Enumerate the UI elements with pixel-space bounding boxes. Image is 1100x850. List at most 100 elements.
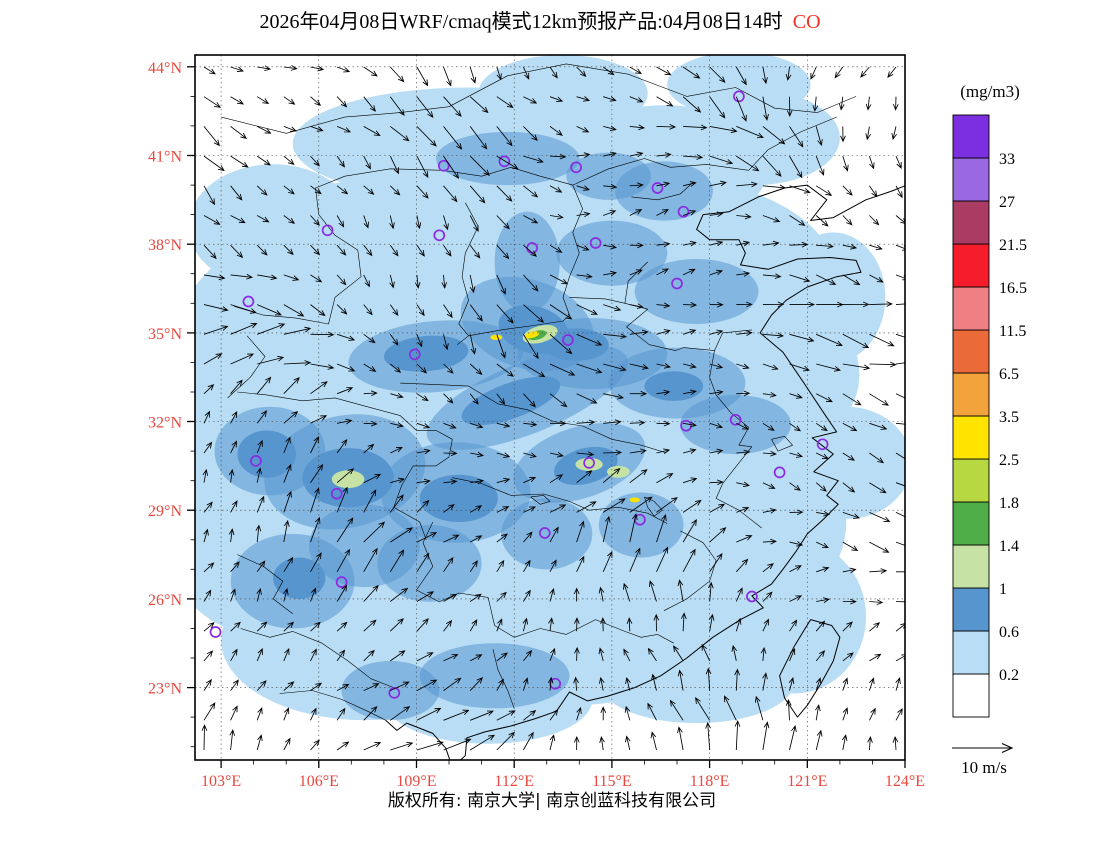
wind-vector bbox=[656, 329, 671, 335]
wind-vector bbox=[336, 439, 348, 454]
wind-vector bbox=[815, 215, 829, 227]
wind-vector bbox=[895, 244, 905, 251]
wind-vector bbox=[310, 274, 323, 283]
station-marker bbox=[816, 438, 829, 451]
wind-vector bbox=[860, 66, 870, 78]
wind-vector bbox=[603, 243, 618, 250]
wind-vector bbox=[389, 155, 399, 175]
wind-vector bbox=[283, 647, 290, 662]
wind-vector bbox=[709, 125, 738, 134]
wind-vector bbox=[842, 363, 871, 371]
wind-vector bbox=[892, 735, 899, 751]
wind-vector bbox=[895, 362, 905, 365]
wind-vector bbox=[230, 679, 239, 691]
wind-vector bbox=[549, 504, 567, 513]
coastline bbox=[385, 184, 905, 760]
wind-vector bbox=[709, 503, 726, 513]
wind-vector bbox=[895, 482, 905, 487]
wind-vector bbox=[842, 621, 853, 632]
colorbar-label: 2.5 bbox=[999, 452, 1019, 469]
station-marker bbox=[242, 295, 255, 308]
wind-vector bbox=[203, 244, 217, 260]
contour-region bbox=[615, 161, 713, 221]
wind-vector bbox=[469, 66, 477, 84]
wind-vector bbox=[523, 155, 544, 164]
contour-region bbox=[419, 643, 570, 709]
wind-vector bbox=[868, 677, 875, 691]
wind-vector bbox=[629, 124, 646, 131]
wind-vector bbox=[816, 452, 829, 460]
station-marker bbox=[408, 348, 421, 361]
wind-vector bbox=[683, 124, 708, 131]
colorbar-units-label: (mg/m3) bbox=[960, 82, 1020, 101]
wind-vector bbox=[496, 452, 511, 458]
wind-vector bbox=[443, 593, 458, 602]
station-marker bbox=[250, 455, 262, 467]
wind-vector bbox=[892, 96, 899, 111]
wind-vector bbox=[310, 516, 321, 543]
wind-vector bbox=[789, 724, 797, 751]
wind-vector bbox=[283, 155, 295, 166]
wind-vector bbox=[656, 66, 672, 76]
wind-vector bbox=[734, 720, 741, 751]
wind-vector bbox=[629, 269, 643, 276]
wind-vector bbox=[496, 126, 513, 147]
wind-vector bbox=[389, 334, 399, 346]
wind-vector bbox=[549, 153, 567, 160]
wind-vector bbox=[469, 244, 481, 259]
wind-vector bbox=[869, 215, 880, 226]
wind-vector bbox=[523, 274, 539, 292]
wind-vector bbox=[336, 683, 350, 691]
contour-region bbox=[494, 211, 560, 313]
wind-vector bbox=[709, 211, 724, 218]
wind-vector bbox=[709, 422, 724, 429]
wind-vector bbox=[363, 185, 375, 195]
wind-vector bbox=[230, 353, 255, 365]
wind-vector bbox=[895, 512, 905, 518]
wind-vector bbox=[789, 565, 802, 573]
wind-vector bbox=[523, 126, 538, 142]
wind-vector bbox=[469, 126, 488, 150]
wind-vector bbox=[682, 210, 697, 216]
wind-vector bbox=[762, 391, 777, 398]
wind-vector bbox=[336, 649, 346, 662]
colorbar-segment bbox=[952, 157, 990, 202]
wind-vector bbox=[653, 613, 660, 632]
wind-vector bbox=[549, 734, 556, 751]
wind-scale-arrow-icon bbox=[952, 742, 1014, 754]
wind-vector bbox=[230, 273, 254, 280]
wind-vector bbox=[681, 612, 687, 632]
wind-vector bbox=[709, 527, 727, 543]
wind-vector bbox=[682, 448, 697, 454]
wind-vector bbox=[228, 468, 235, 483]
contour-region bbox=[543, 328, 609, 362]
wind-vector bbox=[842, 422, 858, 432]
contour-region bbox=[667, 55, 811, 118]
wind-vector bbox=[283, 304, 305, 317]
wind-vector bbox=[762, 450, 777, 457]
wind-vector bbox=[574, 646, 580, 661]
wind-vector bbox=[469, 304, 483, 322]
wind-vector bbox=[416, 532, 438, 543]
wind-vector bbox=[363, 244, 373, 257]
station-marker bbox=[733, 90, 745, 103]
wind-vector bbox=[256, 244, 268, 256]
wind-vector bbox=[736, 301, 753, 308]
wind-vector bbox=[762, 672, 768, 691]
wind-vector bbox=[895, 155, 902, 169]
wind-vector bbox=[603, 125, 617, 132]
wind-vector bbox=[390, 618, 404, 632]
wind-vector bbox=[603, 151, 617, 158]
wind-vector bbox=[523, 559, 531, 573]
axes-layer: 103°E 106°E 109°E 112°E 115°E 118°E 121°E 124°E… bbox=[148, 60, 925, 790]
wind-vector bbox=[816, 541, 829, 549]
wind-vector bbox=[230, 440, 237, 454]
wind-vector bbox=[203, 353, 223, 365]
wind-vector bbox=[203, 325, 229, 335]
wind-vector bbox=[603, 419, 622, 426]
wind-vector bbox=[203, 528, 209, 543]
wind-vector bbox=[283, 65, 298, 71]
wind-vector bbox=[603, 393, 625, 400]
wind-vector bbox=[603, 449, 623, 456]
wind-vector bbox=[390, 587, 409, 602]
